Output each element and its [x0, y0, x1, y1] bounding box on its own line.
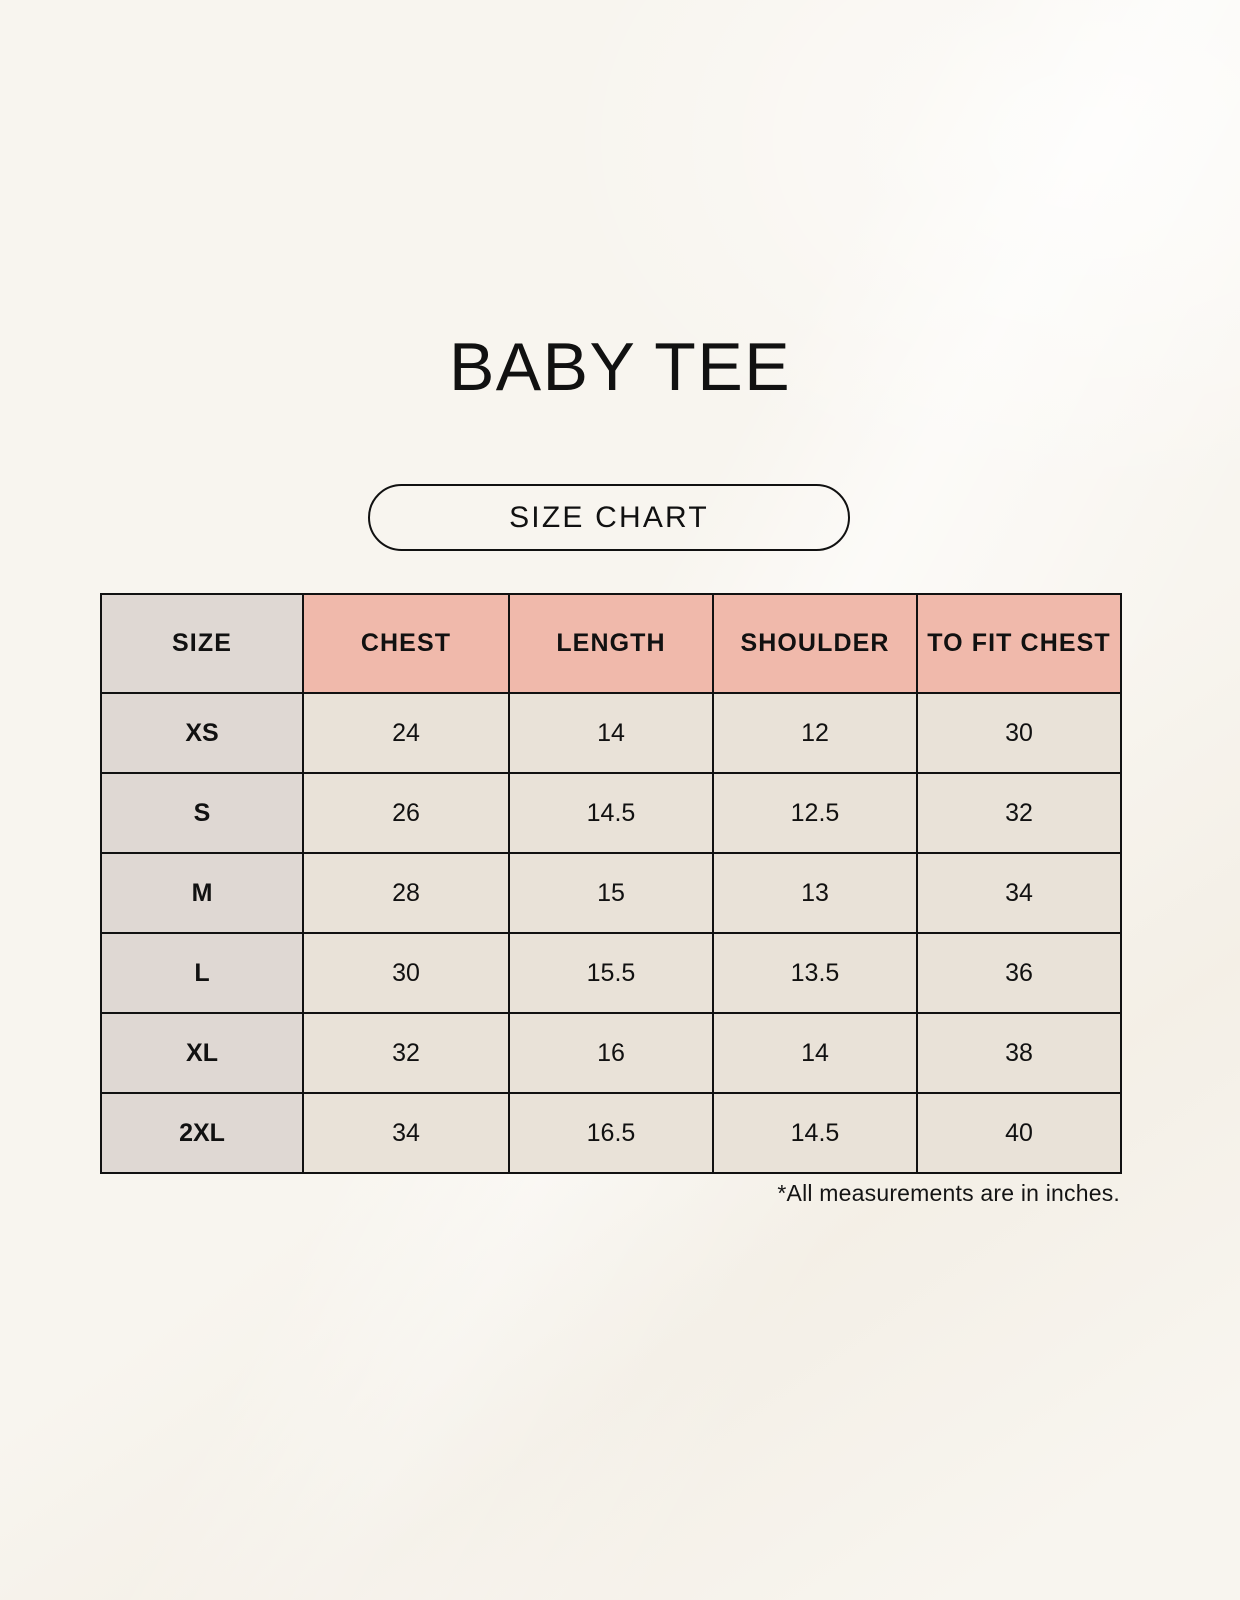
cell-size: S: [100, 772, 304, 854]
cell-chest: 32: [302, 1012, 510, 1094]
table-row: XS 24 14 12 30: [100, 692, 1122, 774]
cell-chest: 26: [302, 772, 510, 854]
page-title: BABY TEE: [448, 329, 792, 405]
cell-chest: 34: [302, 1092, 510, 1174]
size-table: SIZE CHEST LENGTH SHOULDER TO FIT CHEST …: [100, 593, 1122, 1174]
cell-length: 14: [508, 692, 714, 774]
cell-shoulder: 14.5: [712, 1092, 918, 1174]
cell-to-fit-chest: 36: [916, 932, 1122, 1014]
size-chart-badge: SIZE CHART: [368, 484, 850, 551]
column-header-length: LENGTH: [508, 593, 714, 694]
cell-size: M: [100, 852, 304, 934]
cell-size: XS: [100, 692, 304, 774]
cell-to-fit-chest: 40: [916, 1092, 1122, 1174]
cell-to-fit-chest: 38: [916, 1012, 1122, 1094]
cell-shoulder: 13.5: [712, 932, 918, 1014]
column-header-chest: CHEST: [302, 593, 510, 694]
cell-length: 16: [508, 1012, 714, 1094]
cell-shoulder: 12.5: [712, 772, 918, 854]
cell-size: XL: [100, 1012, 304, 1094]
table-row: L 30 15.5 13.5 36: [100, 932, 1122, 1014]
size-table-head: SIZE CHEST LENGTH SHOULDER TO FIT CHEST: [100, 593, 1122, 694]
column-header-to-fit-chest: TO FIT CHEST: [916, 593, 1122, 694]
cell-size: L: [100, 932, 304, 1014]
cell-length: 16.5: [508, 1092, 714, 1174]
cell-shoulder: 12: [712, 692, 918, 774]
size-table-container: SIZE CHEST LENGTH SHOULDER TO FIT CHEST …: [100, 593, 1122, 1174]
cell-size: 2XL: [100, 1092, 304, 1174]
table-row: 2XL 34 16.5 14.5 40: [100, 1092, 1122, 1174]
size-chart-badge-label: SIZE CHART: [509, 500, 709, 534]
column-header-size: SIZE: [100, 593, 304, 694]
cell-length: 14.5: [508, 772, 714, 854]
measurement-unit-note: *All measurements are in inches.: [777, 1180, 1120, 1206]
cell-shoulder: 14: [712, 1012, 918, 1094]
table-row: S 26 14.5 12.5 32: [100, 772, 1122, 854]
cell-chest: 28: [302, 852, 510, 934]
cell-to-fit-chest: 34: [916, 852, 1122, 934]
cell-length: 15.5: [508, 932, 714, 1014]
table-row: XL 32 16 14 38: [100, 1012, 1122, 1094]
cell-chest: 30: [302, 932, 510, 1014]
column-header-shoulder: SHOULDER: [712, 593, 918, 694]
table-row: M 28 15 13 34: [100, 852, 1122, 934]
table-header-row: SIZE CHEST LENGTH SHOULDER TO FIT CHEST: [100, 593, 1122, 694]
cell-length: 15: [508, 852, 714, 934]
size-table-body: XS 24 14 12 30 S 26 14.5 12.5 32 M 28 15: [100, 692, 1122, 1174]
cell-to-fit-chest: 32: [916, 772, 1122, 854]
cell-chest: 24: [302, 692, 510, 774]
cell-shoulder: 13: [712, 852, 918, 934]
cell-to-fit-chest: 30: [916, 692, 1122, 774]
